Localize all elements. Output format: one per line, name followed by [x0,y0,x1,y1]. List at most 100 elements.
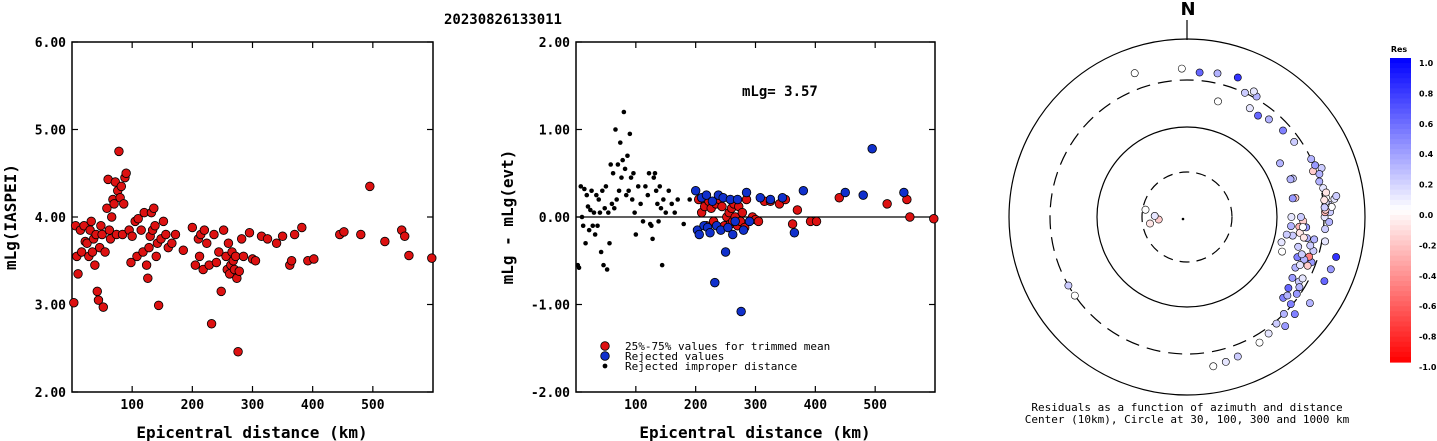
improper-distance-point [579,214,585,220]
legend-marker-accepted [600,341,610,351]
colorbar-tick-label: 0.8 [1419,89,1434,98]
station-point [149,203,159,213]
station-point [153,300,164,311]
colorbar-step [1390,215,1411,221]
rejected-point [765,194,776,205]
improper-distance-point [607,240,612,246]
rejected-point [798,186,809,196]
rejected-point [777,193,788,203]
rejected-point [720,247,731,257]
accepted-point [737,207,748,218]
improper-distance-point [625,153,630,159]
station-point [356,229,366,240]
station-point [230,251,241,262]
colorbar-title: Res [1391,45,1408,54]
improper-distance-point [659,262,665,268]
improper-distance-point [615,162,621,167]
station-point [87,247,98,257]
improper-distance-point [601,262,606,268]
station-point [170,229,181,240]
colorbar-tick-label: -0.8 [1419,333,1437,342]
colorbar-step [1390,88,1411,95]
station-point [69,298,79,308]
colorbar-step [1390,108,1411,115]
colorbar-step [1390,103,1411,110]
station-residual-point [1213,69,1222,78]
x-tick-label: 100 [120,398,144,413]
station-point [209,229,219,240]
colorbar-step [1390,220,1411,226]
station-residual-point [1297,250,1306,259]
rejected-point [694,229,704,240]
station-residual-point [1325,218,1334,226]
station-point [114,146,124,157]
station-residual-point [1303,261,1312,270]
rejected-point [741,187,752,198]
rejected-point [840,187,850,198]
station-residual-point [1280,309,1288,318]
station-point [167,238,177,248]
station-residual-point [1307,155,1316,163]
caption-line-2: Center (10km), Circle at 30, 100, 300 an… [1025,413,1350,426]
station-point [187,222,198,233]
legend-marker-rejected [600,351,610,361]
colorbar-step [1390,98,1411,105]
station-residual-point [1298,274,1307,283]
colorbar-step [1390,164,1411,171]
improper-distance-point [582,186,587,192]
colorbar-step [1390,73,1411,79]
station-residual-point [1320,277,1329,285]
station-point [93,295,104,305]
data-points [575,109,939,317]
rejected-point [723,222,733,233]
colorbar-step [1390,331,1411,338]
station-residual-point [1233,352,1242,361]
station-point [190,260,201,270]
x-tick-label: 400 [804,398,828,413]
improper-distance-point [646,170,652,176]
station-point [238,251,249,262]
colorbar-step [1390,194,1411,201]
improper-distance-point [583,240,588,246]
station-point [86,216,96,227]
station-point [236,234,247,244]
improper-distance-point [666,188,672,194]
station-point [126,257,136,268]
improper-distance-point [638,201,643,207]
accepted-point [905,212,915,222]
colorbar-step [1390,128,1411,135]
x-axis-label: Epicentral distance (km) [639,423,870,441]
colorbar-step [1390,144,1411,150]
north-label: N [1180,0,1195,20]
station-point [178,245,189,255]
colorbar-step [1390,230,1411,236]
station-residual-point [1315,177,1324,186]
accepted-point [834,193,844,203]
improper-distance-point [584,192,590,198]
colorbar-step [1390,326,1411,333]
station-residual-point [1141,205,1150,214]
improper-distance-point [603,184,609,189]
colorbar-step [1390,286,1411,292]
improper-distance-point [610,170,616,176]
station-point [262,234,273,244]
station-point [117,229,128,240]
station-point [116,181,127,192]
station-residual-point [1278,247,1286,256]
improper-distance-point [640,219,646,224]
colorbar [1390,58,1411,363]
station-point [214,247,224,257]
station-residual-point [1264,329,1273,338]
station-residual-point [1195,68,1204,77]
improper-distance-point [675,197,681,202]
y-tick-label: -2.00 [531,386,570,401]
improper-distance-point [588,207,593,213]
station-point [216,286,226,297]
rejected-point [755,193,765,203]
station-point [250,256,261,266]
legend-label-improper: Rejected improper distance [625,360,797,373]
improper-distance-point [614,197,619,202]
station-residual-point [1265,115,1273,124]
station-point [271,238,282,248]
station-point [92,286,102,297]
